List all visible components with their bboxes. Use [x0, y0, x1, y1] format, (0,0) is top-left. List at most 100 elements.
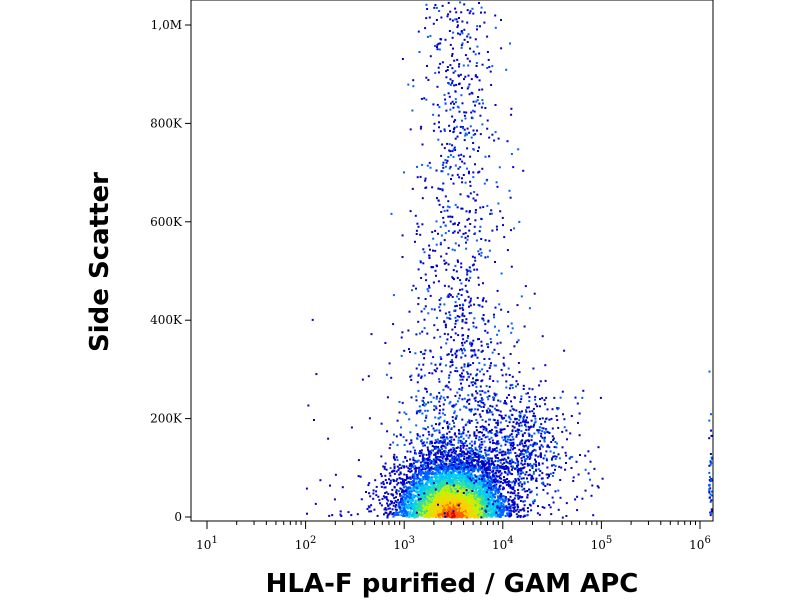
event-point — [478, 483, 481, 486]
event-point — [457, 501, 460, 504]
event-point — [442, 491, 445, 494]
event-point — [408, 504, 411, 507]
event-point — [451, 492, 454, 495]
event-point — [428, 505, 431, 508]
event-point — [521, 435, 524, 437]
event-point — [439, 493, 442, 496]
event-point — [431, 510, 434, 513]
event-point — [404, 498, 407, 501]
event-point — [420, 491, 423, 494]
event-point — [499, 513, 502, 516]
event-point — [382, 483, 385, 486]
event-point — [498, 515, 501, 518]
event-point — [424, 467, 427, 470]
event-point — [487, 496, 490, 498]
event-point — [414, 502, 417, 504]
event-point — [490, 512, 493, 515]
event-point — [393, 453, 396, 456]
event-point — [408, 516, 411, 519]
event-point — [450, 500, 452, 503]
event-point — [442, 478, 445, 481]
event-point — [431, 505, 434, 508]
event-point — [409, 510, 412, 513]
event-point — [469, 483, 472, 486]
event-point — [491, 474, 494, 477]
event-point — [485, 475, 488, 478]
event-point — [480, 486, 483, 489]
event-point — [452, 476, 454, 479]
event-point — [459, 482, 462, 485]
event-point — [482, 507, 485, 510]
event-point — [399, 493, 401, 495]
event-point — [389, 474, 392, 477]
event-point — [467, 467, 469, 470]
event-point — [415, 483, 418, 485]
event-point — [414, 505, 417, 508]
event-point — [476, 483, 479, 486]
event-point — [408, 464, 411, 467]
event-point — [393, 457, 396, 460]
event-point — [484, 512, 486, 515]
event-point — [404, 502, 407, 505]
event-point — [394, 505, 397, 508]
event-point — [420, 465, 423, 468]
event-point — [439, 499, 442, 502]
event-point — [427, 516, 430, 518]
event-point — [397, 469, 400, 472]
event-point — [368, 482, 371, 485]
event-point — [426, 481, 429, 484]
event-point — [453, 438, 456, 441]
event-point — [426, 506, 429, 509]
event-point — [447, 451, 450, 454]
event-point — [499, 488, 502, 491]
event-point — [413, 476, 416, 479]
event-point — [385, 496, 388, 499]
event-point — [443, 465, 446, 468]
event-point — [409, 492, 412, 495]
event-point — [445, 504, 448, 507]
event-point — [464, 508, 467, 511]
event-point — [453, 451, 456, 454]
event-point — [489, 515, 492, 518]
event-point — [460, 516, 463, 519]
event-point — [400, 467, 403, 469]
event-point — [447, 492, 450, 495]
event-point — [522, 500, 525, 503]
event-point — [433, 496, 436, 499]
event-point — [395, 491, 398, 494]
event-point — [418, 490, 421, 493]
event-point — [517, 482, 520, 485]
event-point — [526, 507, 529, 509]
event-point — [502, 458, 505, 461]
event-point — [418, 483, 421, 486]
event-point — [469, 503, 472, 506]
event-point — [450, 470, 453, 473]
event-point — [440, 446, 443, 449]
event-point — [404, 514, 407, 517]
event-point — [416, 492, 419, 495]
event-point — [426, 470, 429, 473]
event-point — [427, 457, 430, 460]
event-point — [487, 512, 490, 515]
event-point — [495, 514, 498, 517]
event-point — [425, 484, 427, 487]
event-point — [451, 483, 454, 486]
event-point — [462, 488, 465, 491]
event-point — [450, 475, 453, 478]
event-point — [436, 473, 439, 476]
event-point — [427, 485, 430, 488]
event-point — [384, 511, 387, 514]
event-point — [472, 464, 475, 467]
event-point — [370, 510, 373, 513]
event-point — [490, 499, 493, 502]
event-point — [459, 450, 462, 452]
event-point — [378, 499, 381, 502]
event-point — [488, 492, 491, 495]
event-point — [454, 512, 457, 515]
event-point — [498, 503, 501, 506]
density-points — [305, 1, 713, 519]
event-point — [404, 456, 407, 459]
event-point — [404, 485, 407, 488]
event-point — [467, 495, 470, 498]
event-point — [441, 492, 444, 495]
